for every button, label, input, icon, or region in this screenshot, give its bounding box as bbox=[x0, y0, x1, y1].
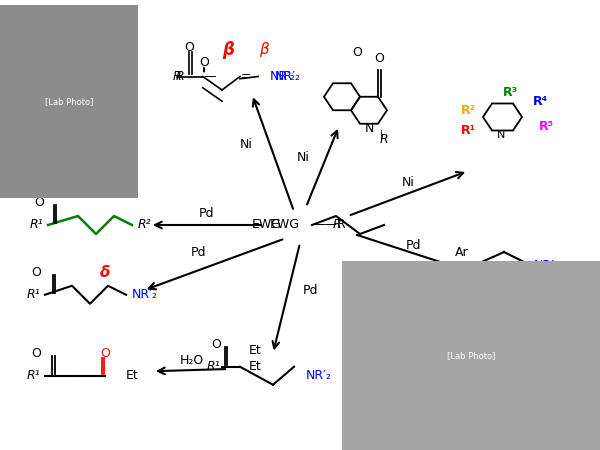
Text: O: O bbox=[100, 347, 110, 360]
Text: O: O bbox=[31, 347, 41, 360]
Text: Pd: Pd bbox=[199, 207, 215, 220]
Text: O: O bbox=[31, 266, 41, 279]
Text: O: O bbox=[34, 196, 44, 209]
Text: β: β bbox=[259, 42, 269, 57]
Text: NR′₂: NR′₂ bbox=[306, 369, 332, 382]
Text: β: β bbox=[222, 40, 234, 58]
Text: N: N bbox=[364, 122, 374, 135]
Text: O: O bbox=[352, 45, 362, 58]
Text: R⁴: R⁴ bbox=[532, 95, 548, 108]
Text: N: N bbox=[497, 130, 505, 140]
Text: Pd: Pd bbox=[190, 246, 206, 258]
Text: Ni: Ni bbox=[296, 151, 310, 164]
Text: CN: CN bbox=[504, 282, 522, 294]
Text: NR′₂: NR′₂ bbox=[275, 70, 301, 83]
Text: NR′₂: NR′₂ bbox=[132, 288, 158, 301]
Text: ——R: ——R bbox=[312, 219, 346, 231]
Text: Et: Et bbox=[248, 360, 262, 373]
Text: NR′₂: NR′₂ bbox=[534, 259, 560, 272]
Text: R¹: R¹ bbox=[206, 360, 220, 373]
Text: R¹: R¹ bbox=[460, 124, 476, 137]
Text: Pd: Pd bbox=[303, 284, 319, 297]
Text: $\mathsf{\/}$: $\mathsf{\/}$ bbox=[294, 219, 296, 231]
Text: R: R bbox=[380, 133, 388, 146]
Text: O: O bbox=[199, 57, 209, 69]
Text: R¹: R¹ bbox=[26, 288, 40, 301]
Text: Et: Et bbox=[248, 344, 262, 357]
Text: R³: R³ bbox=[502, 86, 518, 99]
Text: H₂O: H₂O bbox=[180, 354, 204, 366]
Text: NR′₂: NR′₂ bbox=[270, 70, 296, 83]
Text: |: | bbox=[379, 130, 383, 140]
Text: Ni: Ni bbox=[239, 138, 253, 150]
Text: R¹: R¹ bbox=[29, 219, 43, 231]
Text: —: — bbox=[204, 70, 216, 83]
Text: δ: δ bbox=[100, 265, 110, 280]
Text: EWG: EWG bbox=[252, 219, 282, 231]
Text: EWG: EWG bbox=[270, 219, 300, 231]
Text: Ar: Ar bbox=[455, 246, 469, 258]
Text: R: R bbox=[333, 219, 341, 231]
Text: O: O bbox=[184, 41, 194, 54]
Text: R⁵: R⁵ bbox=[538, 120, 554, 132]
Text: O: O bbox=[374, 52, 384, 65]
Text: R²: R² bbox=[460, 104, 476, 117]
Text: R: R bbox=[173, 70, 181, 83]
Text: O: O bbox=[211, 338, 221, 351]
Text: Ni: Ni bbox=[401, 176, 415, 189]
Text: Pd: Pd bbox=[406, 239, 422, 252]
Text: R²: R² bbox=[138, 219, 152, 231]
Text: Et: Et bbox=[126, 369, 139, 382]
Text: R: R bbox=[176, 70, 184, 83]
Text: R¹: R¹ bbox=[26, 369, 40, 382]
Text: =: = bbox=[241, 70, 251, 83]
